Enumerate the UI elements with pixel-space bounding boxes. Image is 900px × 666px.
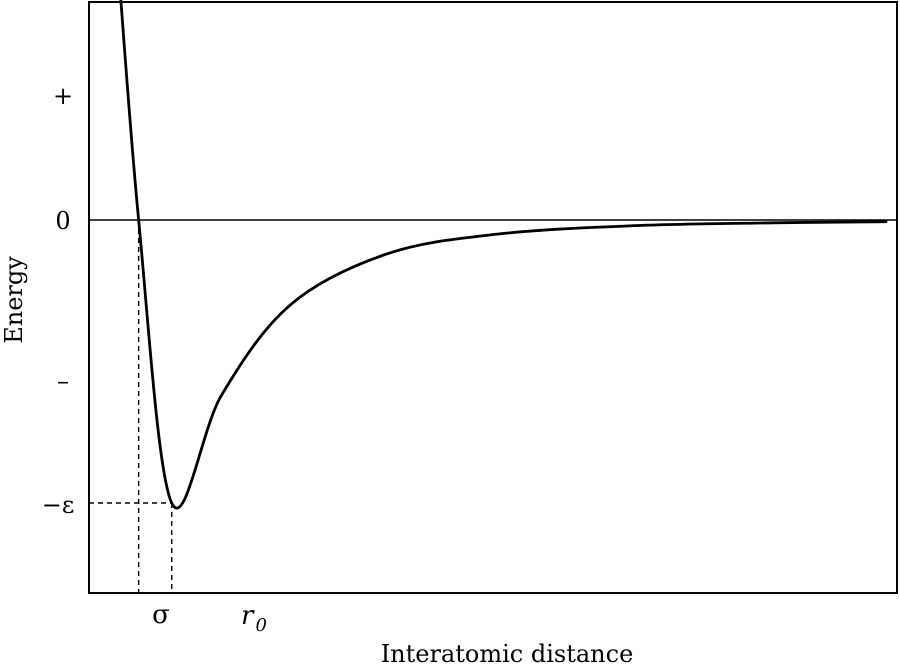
x-marker-r0-sub: 0 xyxy=(255,615,266,636)
y-tick-minus: – xyxy=(57,367,69,395)
x-axis-label: Interatomic distance xyxy=(381,640,634,666)
plot-frame xyxy=(88,1,898,594)
x-marker-r0-main: r xyxy=(241,601,255,631)
y-tick-epsilon: −ε xyxy=(42,491,75,519)
potential-energy-curve xyxy=(119,0,888,510)
x-marker-sigma: σ xyxy=(152,600,170,630)
y-tick-zero: 0 xyxy=(55,207,70,235)
y-tick-plus: + xyxy=(53,82,73,110)
y-axis-label: Energy xyxy=(0,256,28,344)
